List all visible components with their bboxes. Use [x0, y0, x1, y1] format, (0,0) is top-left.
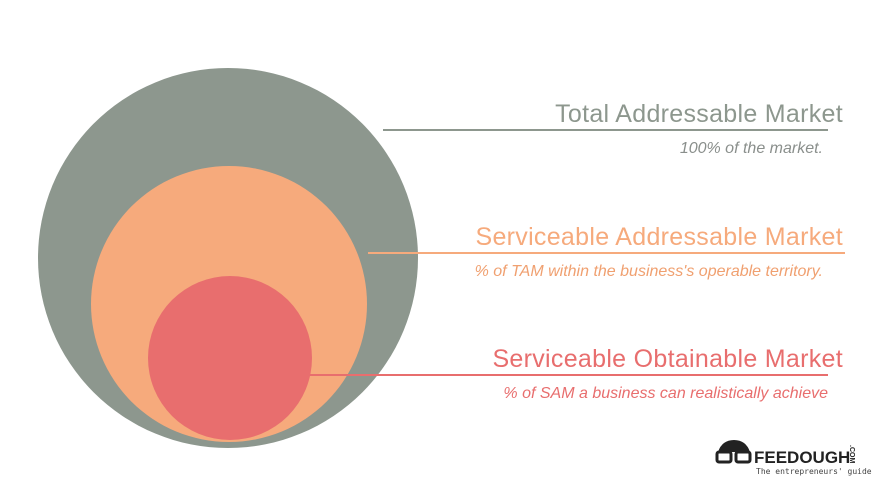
som-description: % of SAM a business can realistically ac… [503, 385, 828, 402]
logo-glasses [715, 450, 733, 464]
sam-title: Serviceable Addressable Market [475, 223, 843, 251]
som-title: Serviceable Obtainable Market [492, 345, 843, 373]
sam-description: % of TAM within the business's operable … [475, 263, 823, 280]
logo: FEEDOUGH .COM The entrepreneurs' guide [715, 440, 872, 476]
tam-description: 100% of the market. [680, 140, 823, 157]
som-circle [148, 276, 312, 440]
logo-tagline: The entrepreneurs' guide [756, 467, 872, 476]
tam-title: Total Addressable Market [555, 100, 843, 128]
logo-hair [718, 440, 750, 452]
logo-name: FEEDOUGH [754, 448, 850, 467]
logo-domain: .COM [848, 445, 855, 463]
logo-glasses [734, 450, 752, 464]
